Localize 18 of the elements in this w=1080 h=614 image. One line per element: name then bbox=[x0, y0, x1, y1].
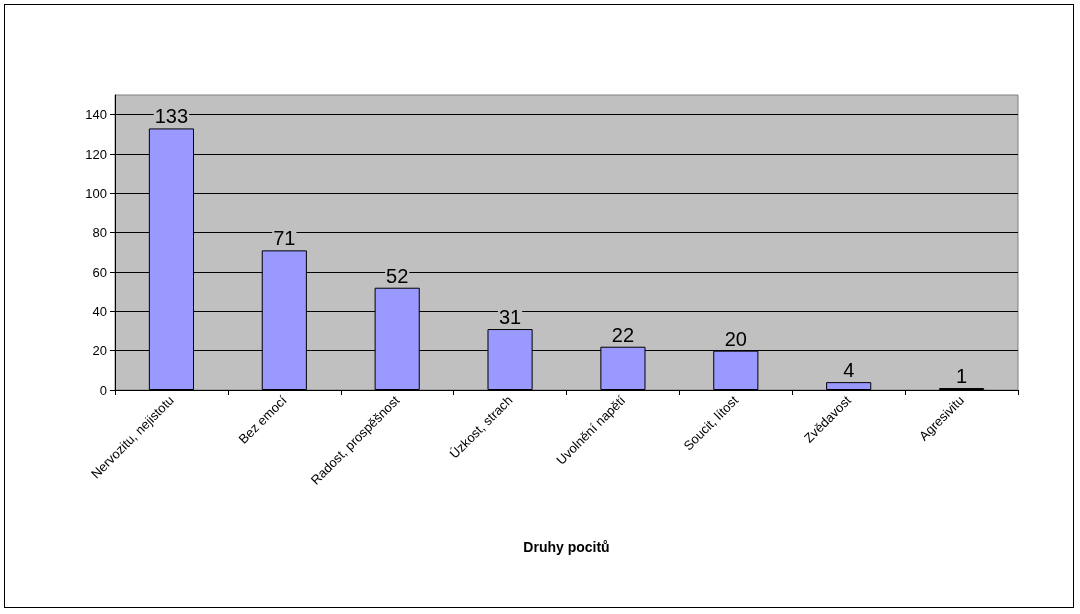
bar bbox=[826, 382, 872, 390]
data-label: 1 bbox=[956, 365, 968, 388]
data-label: 133 bbox=[154, 105, 189, 128]
data-label: 52 bbox=[386, 264, 409, 287]
y-tick-label: 60 bbox=[92, 264, 107, 280]
y-tick-label: 40 bbox=[92, 303, 107, 319]
y-tick-label: 20 bbox=[92, 343, 107, 359]
data-label: 22 bbox=[611, 323, 635, 346]
y-tick-label: 140 bbox=[85, 107, 107, 123]
y-tick-label: 120 bbox=[85, 146, 107, 162]
x-axis-title: Druhy pocitů bbox=[523, 539, 610, 555]
y-tick-label: 100 bbox=[85, 185, 107, 201]
data-label: 31 bbox=[498, 306, 522, 329]
data-label: 20 bbox=[724, 327, 747, 350]
data-label: 71 bbox=[273, 227, 296, 250]
data-label: 4 bbox=[843, 359, 855, 382]
y-tick-label: 0 bbox=[99, 382, 107, 398]
y-tick-label: 80 bbox=[92, 225, 107, 241]
